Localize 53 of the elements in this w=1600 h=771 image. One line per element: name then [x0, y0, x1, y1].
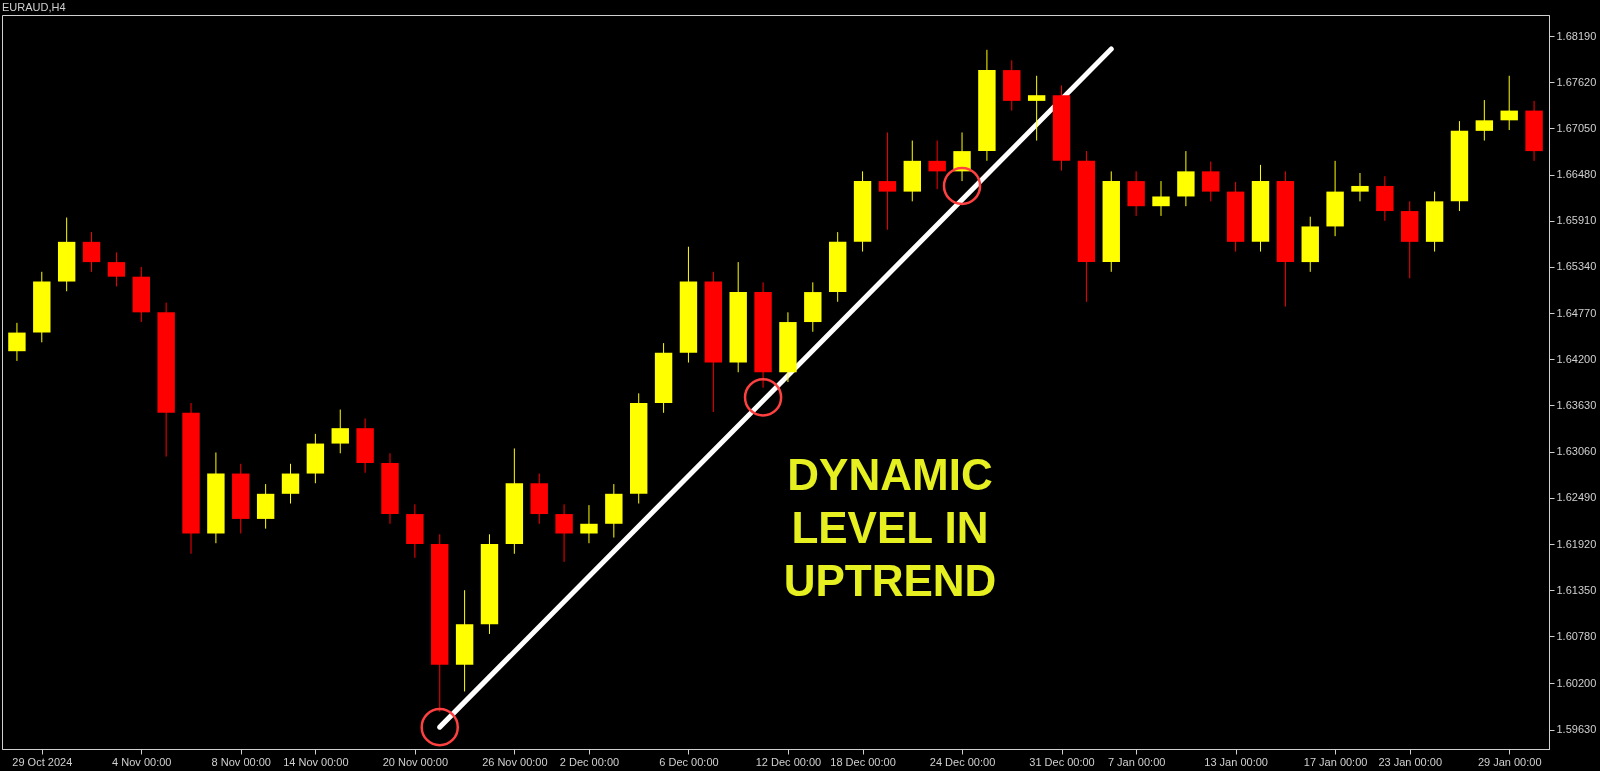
x-tick-label: 18 Dec 00:00 — [830, 755, 896, 768]
y-tick-label: 1.65340 — [1556, 260, 1597, 273]
candlestick — [555, 503, 573, 563]
y-tick-label: 1.67620 — [1556, 75, 1597, 88]
x-tick-label: 17 Jan 00:00 — [1303, 755, 1368, 768]
candlestick — [331, 409, 349, 454]
x-tick-label: 24 Dec 00:00 — [929, 755, 996, 768]
x-tick-label: 31 Dec 00:00 — [1029, 755, 1095, 768]
y-tick-label: 1.66480 — [1556, 168, 1597, 181]
y-tick-label: 1.62490 — [1556, 491, 1597, 504]
chart-title: EURAUD,H4 — [2, 1, 66, 13]
y-tick-label: 1.61920 — [1556, 537, 1597, 550]
candlestick — [1475, 99, 1494, 142]
x-tick-label: 12 Dec 00:00 — [755, 755, 822, 768]
candlestick — [1202, 161, 1220, 202]
y-tick-label: 1.60780 — [1556, 629, 1597, 642]
x-tick-label: 4 Nov 00:00 — [112, 755, 172, 768]
y-tick-label: 1.65910 — [1556, 214, 1597, 227]
candlestick — [82, 231, 101, 273]
candlestick — [1500, 75, 1518, 131]
y-tick-label: 1.67050 — [1556, 121, 1597, 134]
point — [743, 378, 783, 417]
x-tick-label: 6 Dec 00:00 — [659, 755, 719, 768]
x-tick-label: 14 Nov 00:00 — [283, 755, 349, 768]
candlestick — [281, 463, 300, 505]
x-tick-label: 20 Nov 00:00 — [382, 755, 449, 768]
y-tick-label: 1.68190 — [1556, 29, 1597, 42]
x-tick-label: 13 Jan 00:00 — [1204, 755, 1268, 768]
x-tick-label: 8 Nov 00:00 — [211, 755, 271, 768]
x-tick-label: 29 Jan 00:00 — [1477, 755, 1542, 768]
annotation: DYNAMIC LEVEL IN UPTREND — [783, 450, 997, 605]
candlestick — [1152, 180, 1170, 217]
candlestick — [8, 322, 26, 362]
candlestick — [928, 140, 946, 190]
candlestick — [1027, 75, 1046, 142]
point — [942, 166, 982, 206]
point — [420, 707, 460, 747]
x-tick-label: 7 Jan 00:00 — [1107, 755, 1166, 768]
y-tick-label: 1.64200 — [1556, 352, 1597, 365]
y-tick-label: 1.63060 — [1556, 445, 1597, 458]
x-tick-label: 29 Oct 2024 — [12, 755, 73, 768]
candlestick — [107, 251, 126, 287]
x-tick-label: 2 Dec 00:00 — [559, 755, 620, 768]
y-tick-label: 1.59630 — [1556, 723, 1597, 736]
x-tick-label: 26 Nov 00:00 — [482, 755, 548, 768]
y-tick-label: 1.63630 — [1556, 398, 1597, 411]
y-tick-label: 1.61350 — [1556, 583, 1597, 596]
x-tick-label: 23 Jan 00:00 — [1378, 755, 1443, 768]
candlestick — [580, 504, 598, 544]
candlestick — [878, 131, 897, 231]
y-tick-label: 1.60200 — [1556, 676, 1597, 689]
candlestick — [1351, 172, 1369, 202]
y-tick-label: 1.64770 — [1556, 306, 1597, 319]
